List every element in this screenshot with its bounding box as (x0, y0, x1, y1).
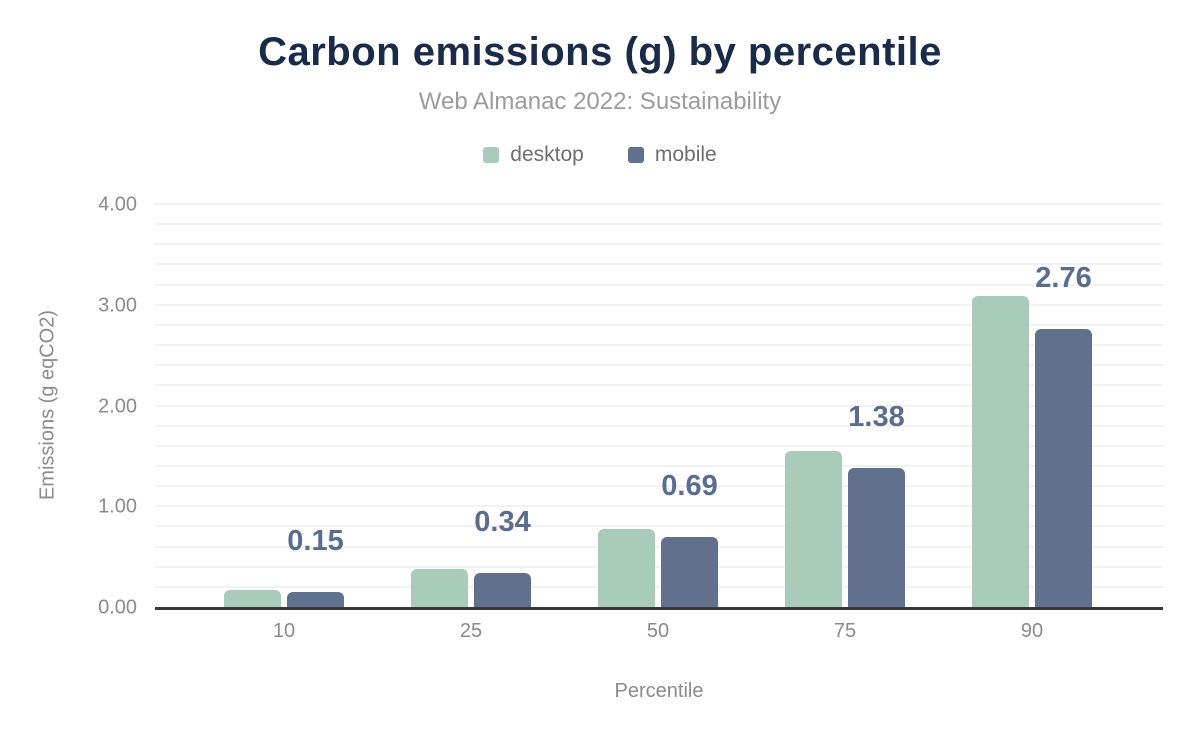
bar-mobile-p75[interactable] (848, 467, 905, 607)
gridline (155, 485, 1163, 488)
bar-value-label: 0.15 (287, 524, 344, 557)
x-axis-tick-labels: 10 25 50 75 90 (155, 617, 1163, 643)
gridline (155, 404, 1163, 407)
x-tick-label: 25 (459, 620, 483, 642)
bar-value-label: 0.69 (661, 470, 718, 503)
legend-label: mobile (654, 143, 717, 166)
plot-area: 0.15 0.34 0.69 1.38 2.76 (155, 203, 1163, 610)
y-tick-label: 0.00 (98, 596, 137, 619)
gridline (155, 384, 1163, 387)
bar-value-label: 2.76 (1035, 261, 1092, 294)
gridline (155, 323, 1163, 326)
y-tick-label: 2.00 (98, 395, 137, 417)
legend-label: desktop (510, 143, 584, 166)
gridline (155, 505, 1163, 508)
chart-subtitle: Web Almanac 2022: Sustainability (418, 88, 782, 115)
x-tick-label: 75 (833, 620, 857, 642)
bar-value-label: 0.34 (474, 505, 531, 538)
bar-value-label: 1.38 (848, 400, 905, 433)
bar-desktop-p50[interactable] (598, 529, 655, 607)
bar-desktop-p10[interactable] (224, 589, 281, 607)
bar-mobile-p25[interactable] (474, 572, 531, 607)
bar-mobile-p10[interactable] (287, 591, 344, 607)
y-tick-label: 4.00 (98, 193, 137, 216)
x-axis-title: Percentile (614, 680, 704, 702)
legend-swatch-icon (627, 147, 644, 163)
x-tick-label: 10 (272, 620, 296, 642)
y-tick-label: 3.00 (98, 294, 137, 317)
bar-desktop-p75[interactable] (785, 450, 842, 607)
legend: desktop mobile (0, 143, 1200, 167)
chart-title: Carbon emissions (g) by percentile (258, 30, 942, 74)
y-axis-tick-labels: 0.00 1.00 2.00 3.00 4.00 (0, 194, 137, 619)
gridline (155, 525, 1163, 528)
gridline (155, 283, 1163, 286)
gridline (155, 444, 1163, 447)
x-tick-label: 50 (646, 620, 670, 642)
gridline (155, 545, 1163, 548)
gridline (155, 263, 1163, 266)
gridline (155, 223, 1163, 226)
y-tick-label: 1.00 (98, 495, 137, 518)
gridline (155, 303, 1163, 306)
bar-desktop-p90[interactable] (972, 295, 1029, 607)
gridline (155, 464, 1163, 467)
bar-desktop-p25[interactable] (411, 568, 468, 607)
gridline (155, 344, 1163, 347)
x-tick-label: 90 (1020, 620, 1044, 642)
gridline (155, 424, 1163, 427)
legend-item-mobile[interactable]: mobile (627, 143, 717, 167)
bar-mobile-p50[interactable] (661, 537, 718, 607)
legend-item-desktop[interactable]: desktop (483, 143, 584, 167)
gridline (155, 585, 1163, 588)
bar-mobile-p90[interactable] (1035, 328, 1092, 607)
legend-swatch-icon (483, 147, 500, 163)
gridline (155, 203, 1163, 205)
gridline (155, 565, 1163, 568)
gridline (155, 243, 1163, 246)
gridline (155, 364, 1163, 367)
